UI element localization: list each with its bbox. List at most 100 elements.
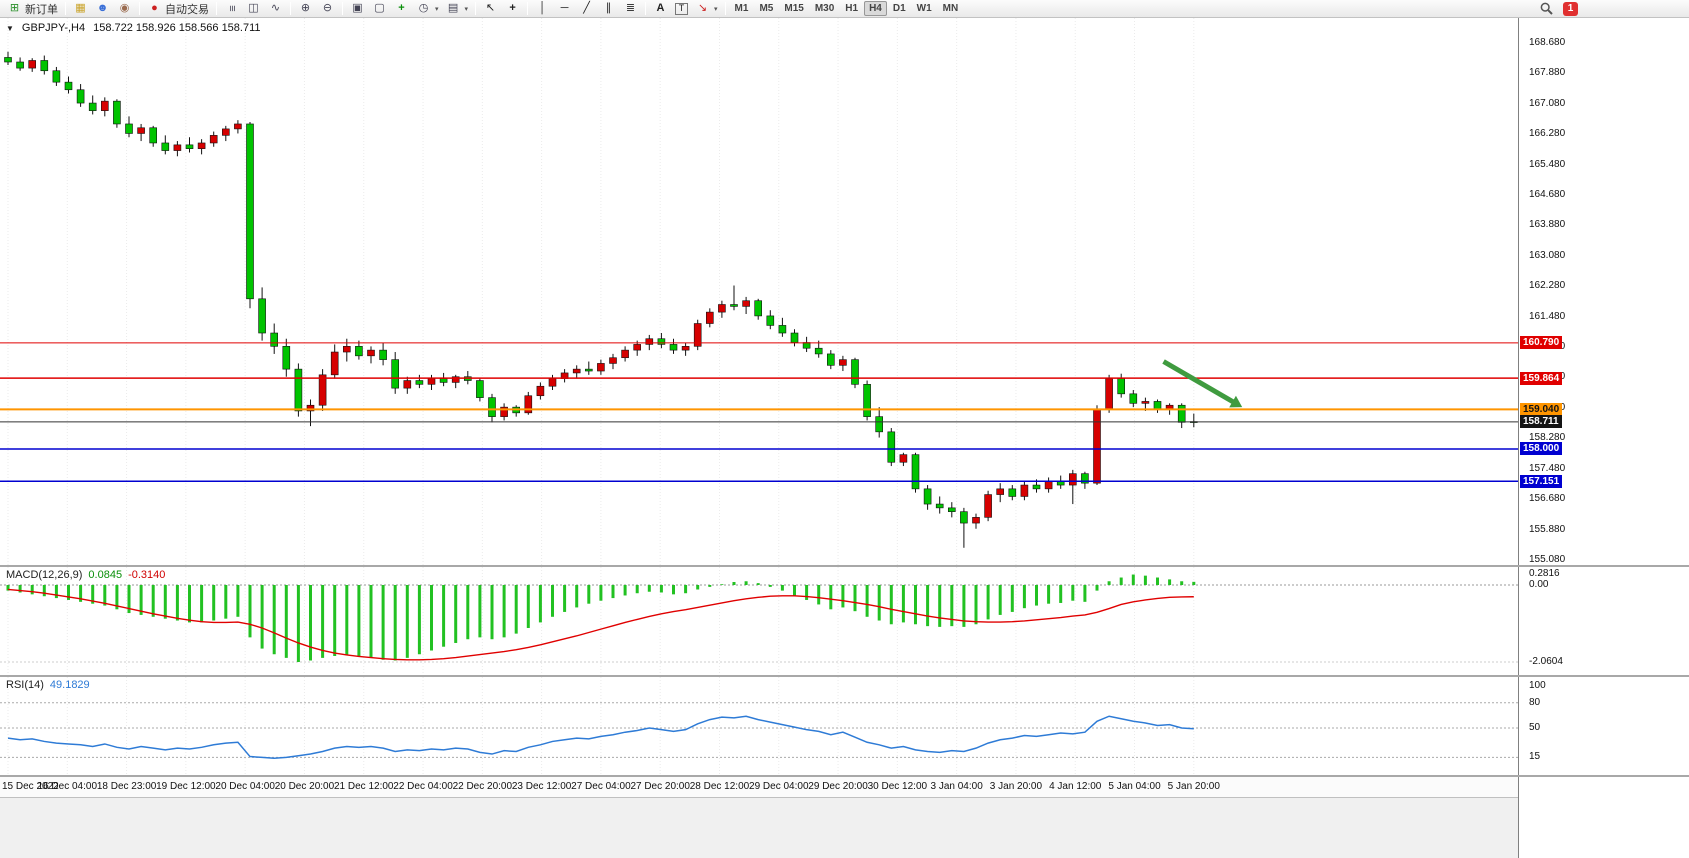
timeframe-button-m1[interactable]: M1 (734, 3, 749, 14)
candle-body (1081, 473, 1089, 484)
candle-body (947, 507, 956, 512)
arrow-object[interactable] (1162, 359, 1237, 406)
price-axis-label: 165.480 (1529, 158, 1566, 170)
search-button[interactable] (1537, 1, 1556, 17)
panel-separator[interactable] (0, 565, 1689, 567)
macd-panel[interactable]: MACD(12,26,9) 0.0845 -0.3140 (0, 567, 1518, 675)
rsi-canvas[interactable] (0, 677, 1518, 775)
timeframe-button-w1[interactable]: W1 (916, 3, 932, 14)
crosshair-button[interactable]: + (502, 1, 523, 17)
time-axis-label: 20 Dec 04:00 (215, 781, 275, 792)
toolbar-separator (290, 2, 291, 15)
templates-button[interactable]: ▤ ▾ (443, 1, 472, 17)
candle-body (306, 404, 315, 412)
timeframe-button-h1[interactable]: H1 (845, 3, 859, 14)
main-chart-panel[interactable]: ▼ GBPJPY-,H4 158.722 158.926 158.566 158… (0, 18, 1518, 565)
zoom-in-button[interactable]: ⊕ (295, 1, 316, 17)
timeframe-button-h4[interactable]: H4 (864, 1, 887, 16)
alerts-button[interactable]: ◉ (114, 1, 135, 17)
candle-body (923, 488, 932, 505)
chart-title: ▼ GBPJPY-,H4 158.722 158.926 158.566 158… (6, 22, 261, 34)
rsi-label: RSI(14) 49.1829 (6, 679, 90, 691)
panel-separator[interactable] (0, 675, 1689, 677)
candle-body (355, 346, 363, 357)
price-axis-label: 164.680 (1529, 189, 1566, 201)
panel-separator[interactable] (0, 775, 1689, 777)
indicators-icon: + (398, 2, 405, 14)
arrows-tool-button[interactable]: ↘ ▾ (692, 1, 721, 17)
equidist-channel-button[interactable]: ∥ (598, 1, 619, 17)
macd-axis-label: 0.2816 (1529, 568, 1560, 580)
indicators-button[interactable]: + (391, 1, 412, 17)
price-axis-label: 167.080 (1529, 97, 1566, 109)
candle-body (742, 300, 750, 307)
new-order-button[interactable]: ⊞ 新订单 (4, 1, 61, 17)
macd-axis-label: -2.0604 (1529, 656, 1563, 668)
candle-body (318, 374, 327, 406)
toolbar-separator (724, 2, 726, 15)
charts-button[interactable]: ▦ (70, 1, 91, 17)
time-axis-label: 28 Dec 12:00 (689, 781, 750, 792)
timeframe-button-m15[interactable]: M15 (784, 3, 804, 14)
bottom-filler (0, 797, 1689, 858)
candle-body (1105, 378, 1113, 410)
candle-body (234, 123, 242, 130)
price-axis[interactable]: 168.680 167.880 167.080 166.280 165.480 164.6… (1518, 18, 1689, 858)
candle-body (863, 384, 871, 417)
trendline-button[interactable]: ╱ (576, 1, 597, 17)
rsi-axis-label: 50 (1529, 722, 1541, 733)
periods-button[interactable]: ◷ ▾ (413, 1, 442, 17)
candle-body (1129, 393, 1138, 404)
arrows-tool-dropdown-icon[interactable]: ▾ (714, 5, 718, 13)
fibonacci-button[interactable]: ≣ (620, 1, 641, 17)
arrange-windows-button[interactable]: ▢ (369, 1, 390, 17)
price-axis-label: 161.480 (1529, 310, 1566, 322)
candle-body (790, 332, 799, 343)
time-axis-label: 5 Jan 04:00 (1108, 781, 1161, 792)
timeframe-button-m5[interactable]: M5 (759, 3, 774, 14)
candle-body (40, 60, 49, 72)
text-icon: A (656, 2, 665, 14)
time-axis-label: 19 Dec 12:00 (156, 781, 216, 792)
timeframe-button-mn[interactable]: MN (942, 3, 959, 14)
arrow-object-head[interactable] (1229, 395, 1243, 408)
profiles-button[interactable]: ☻ (92, 1, 113, 17)
rsi-panel[interactable]: RSI(14) 49.1829 (0, 677, 1518, 775)
time-axis[interactable]: 15 Dec 2022 16 Dec 04:00 18 Dec 23:00 19 De… (0, 777, 1518, 797)
templates-dropdown-icon[interactable]: ▾ (464, 5, 469, 13)
line-chart-button[interactable]: ∿ (265, 1, 286, 17)
vertical-line-button[interactable]: │ (532, 1, 553, 17)
candle-body (681, 346, 690, 351)
horizontal-line-button[interactable]: ─ (554, 1, 575, 17)
zoom-out-button[interactable]: ⊖ (317, 1, 338, 17)
periods-dropdown-icon[interactable]: ▾ (435, 5, 439, 13)
text-button[interactable]: A (650, 1, 671, 17)
timeframe-button-d1[interactable]: D1 (892, 3, 906, 14)
price-tag: 157.151 (1520, 474, 1563, 488)
auto-trading-button[interactable]: ● 自动交易 (144, 1, 212, 17)
candle-body (379, 349, 387, 360)
notification-badge[interactable]: 1 (1563, 1, 1578, 16)
price-axis-label: 163.880 (1529, 219, 1566, 231)
time-axis-label: 15 Dec 2022 (2, 781, 59, 792)
candle-body (88, 102, 97, 111)
candle-body (403, 380, 412, 389)
text-label-button[interactable]: T (672, 1, 691, 17)
candle-body (1153, 401, 1162, 410)
chart-collapse-icon[interactable]: ▼ (6, 23, 14, 33)
tile-windows-button[interactable]: ▣ (347, 1, 368, 17)
timeframe-button-m30[interactable]: M30 (814, 3, 835, 14)
macd-canvas[interactable] (0, 567, 1518, 675)
zoom-in-icon: ⊕ (300, 2, 311, 14)
candle-body (584, 368, 593, 372)
candle-body (839, 359, 847, 366)
bar-chart-button[interactable]: ≡ (221, 1, 242, 17)
bar-chart-icon: ≡ (226, 5, 238, 12)
equidist-channel-icon: ∥ (605, 2, 612, 14)
search-icon (1540, 2, 1553, 15)
toolbar-separator (342, 2, 343, 15)
candle-body (984, 494, 992, 518)
candlestick-chart-button[interactable]: ◫ (243, 1, 264, 17)
cursor-button[interactable]: ↖ (480, 1, 501, 17)
main-chart-canvas[interactable] (0, 18, 1518, 565)
